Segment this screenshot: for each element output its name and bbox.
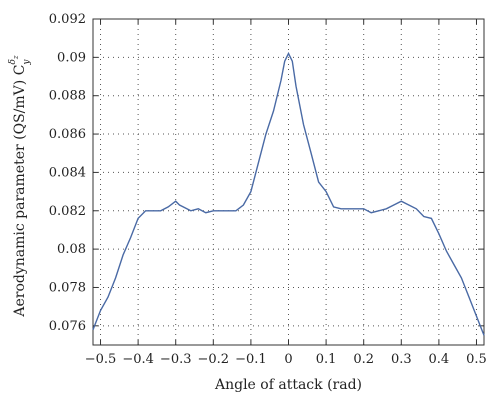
y-tick-label: 0.09 xyxy=(57,50,86,65)
x-axis-label: Angle of attack (rad) xyxy=(214,377,362,393)
x-tick-label: 0.4 xyxy=(429,352,450,367)
y-tick-label: 0.08 xyxy=(57,242,86,257)
y-tick-label: 0.076 xyxy=(49,319,86,334)
x-tick-label: 0.2 xyxy=(353,352,374,367)
plot-frame xyxy=(92,18,485,346)
x-tick-label: −0.1 xyxy=(235,352,267,367)
y-axis-label-supsub: z xyxy=(12,55,20,60)
y-tick-label: 0.092 xyxy=(49,12,86,27)
x-tick-label: −0.2 xyxy=(198,352,230,367)
x-tick-label: −0.4 xyxy=(122,352,154,367)
y-tick-label: 0.086 xyxy=(49,127,86,142)
x-tick-label: 0.3 xyxy=(391,352,412,367)
axis-ticks xyxy=(93,18,484,345)
y-axis-label: Aerodynamic parameter (QS/mV) Cyδz xyxy=(8,55,32,318)
y-tick-label: 0.082 xyxy=(49,204,86,219)
svg-text:Aerodynamic parameter (QS/mV): Aerodynamic parameter (QS/mV) Cyδz xyxy=(8,55,32,318)
y-axis-label-sup: δ xyxy=(8,59,18,64)
grid-lines xyxy=(93,18,484,345)
y-axis-label-main: Aerodynamic parameter (QS/mV) C xyxy=(12,65,28,318)
y-tick-label: 0.078 xyxy=(49,280,86,295)
x-tick-label: −0.3 xyxy=(160,352,192,367)
y-tick-label: 0.084 xyxy=(49,165,86,180)
x-tick-label: 0 xyxy=(284,352,292,367)
y-tick-label: 0.088 xyxy=(49,89,86,104)
x-tick-label: −0.5 xyxy=(85,352,117,367)
x-tick-labels: −0.5 −0.4 −0.3 −0.2 −0.1 0 0.1 0.2 0.3 0.4 0.5 xyxy=(85,352,487,367)
y-axis-label-sub: y xyxy=(22,59,32,66)
series-line xyxy=(92,51,485,336)
x-tick-label: 0.1 xyxy=(316,352,337,367)
x-tick-label: 0.5 xyxy=(466,352,487,367)
y-tick-labels: 0.076 0.078 0.08 0.082 0.084 0.086 0.088 0.09 0.… xyxy=(49,12,86,334)
